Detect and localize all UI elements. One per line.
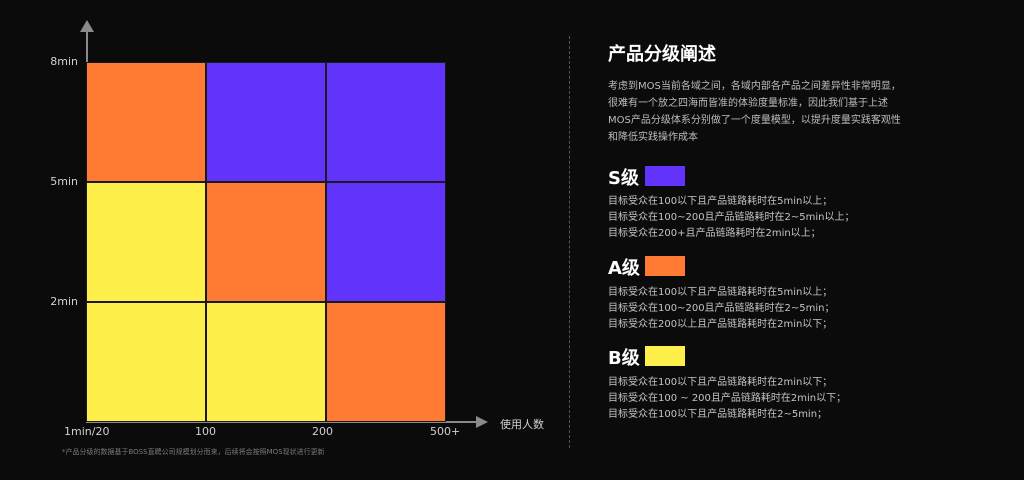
x-axis [86,421,478,423]
x-axis-arrow-icon [476,416,488,428]
level-a-line: 目标受众在100~200且产品链路耗时在2~5min； [608,303,835,314]
level-b-line: 目标受众在100 ~ 200且产品链路耗时在2min以下； [608,393,847,404]
grid-cell-purple [326,62,446,182]
y-axis-arrow-icon [80,20,94,32]
description-line: 很难有一个放之四海而皆准的体验度量标准，因此我们基于上述 [608,98,888,109]
grid-cell-orange [206,182,326,302]
level-a-line: 目标受众在200以上且产品链路耗时在2min以下； [608,319,833,330]
x-axis-title: 使用人数 [500,418,544,431]
y-tick-8min: 8min [50,55,78,68]
grid-cell-purple [206,62,326,182]
grid-cell-purple [326,182,446,302]
level-s-line: 目标受众在200+且产品链路耗时在2min以上； [608,228,821,239]
description-line: 和降低实践操作成本 [608,132,698,143]
panel-description: 考虑到MOS当前各域之间，各域内部各产品之间差异性非常明显， 很难有一个放之四海… [608,78,938,146]
level-b-line: 目标受众在100以下且产品链路耗时在2min以下； [608,377,833,388]
level-b-line: 目标受众在100以下且产品链路耗时在2~5min； [608,409,828,420]
level-a-swatch [645,256,685,276]
level-a-line: 目标受众在100以下且产品链路耗时在5min以上； [608,287,833,298]
grid-cell-orange [326,302,446,422]
level-s-line: 目标受众在100以下且产品链路耗时在5min以上； [608,196,833,207]
footnote: *产品分级的数据基于BOSS直聘公司规模划分而来，后续将会按照MOS现状进行更新 [62,448,325,456]
divider [569,36,570,448]
y-tick-2min: 2min [50,295,78,308]
level-b-title: B级 [608,348,640,369]
level-grid [86,62,446,422]
grid-cell-yellow [86,302,206,422]
grid-cell-yellow [86,182,206,302]
level-s-line: 目标受众在100~200且产品链路耗时在2~5min以上； [608,212,855,223]
level-b-swatch [645,346,685,366]
level-s-title: S级 [608,168,639,189]
level-a-title: A级 [608,258,640,279]
description-line: MOS产品分级体系分别做了一个度量模型，以提升度量实践客观性 [608,115,901,126]
x-tick-1min-20: 1min/20 [64,425,110,438]
y-tick-5min: 5min [50,175,78,188]
grid-cell-orange [86,62,206,182]
description-line: 考虑到MOS当前各域之间，各域内部各产品之间差异性非常明显， [608,81,901,92]
panel-title: 产品分级阐述 [608,44,716,65]
level-s-swatch [645,166,685,186]
grid-cell-yellow [206,302,326,422]
x-tick-100: 100 [195,425,216,438]
x-tick-200: 200 [312,425,333,438]
x-tick-500plus: 500+ [430,425,461,438]
